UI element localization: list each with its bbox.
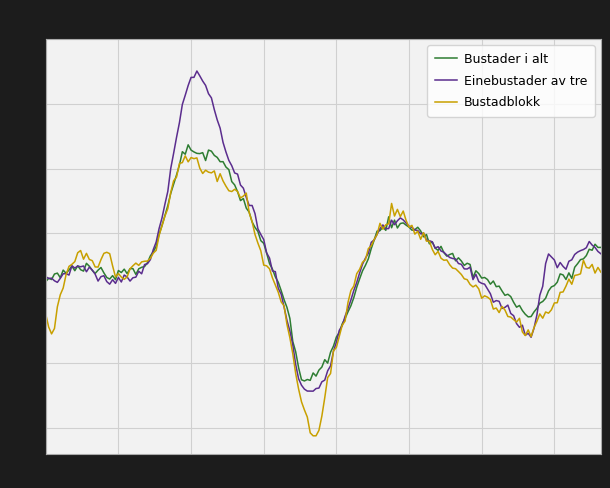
Bustadblokk bbox=[396, 214, 404, 220]
Bustadblokk bbox=[274, 289, 282, 295]
Bustadblokk bbox=[109, 263, 117, 269]
Bustadblokk bbox=[42, 311, 49, 317]
Legend: Bustader i alt, Einebustader av tre, Bustadblokk: Bustader i alt, Einebustader av tre, Bus… bbox=[428, 45, 595, 117]
Bustader i alt bbox=[597, 244, 605, 250]
Einebustader av tre bbox=[309, 388, 317, 394]
Bustader i alt bbox=[184, 142, 192, 148]
Line: Bustader i alt: Bustader i alt bbox=[46, 145, 601, 381]
Einebustader av tre bbox=[42, 274, 49, 280]
Line: Einebustader av tre: Einebustader av tre bbox=[46, 71, 601, 391]
Einebustader av tre bbox=[109, 277, 117, 283]
Line: Bustadblokk: Bustadblokk bbox=[46, 156, 601, 436]
Einebustader av tre bbox=[597, 251, 605, 257]
Bustader i alt bbox=[274, 279, 282, 285]
Einebustader av tre bbox=[193, 68, 201, 74]
Bustader i alt bbox=[327, 349, 334, 355]
Einebustader av tre bbox=[327, 363, 334, 369]
Einebustader av tre bbox=[365, 250, 372, 256]
Bustader i alt bbox=[109, 273, 117, 279]
Einebustader av tre bbox=[269, 268, 276, 274]
Bustadblokk bbox=[327, 370, 334, 376]
Bustader i alt bbox=[301, 378, 308, 384]
Bustader i alt bbox=[365, 256, 372, 262]
Bustadblokk bbox=[309, 433, 317, 439]
Bustader i alt bbox=[269, 266, 276, 272]
Bustadblokk bbox=[365, 246, 372, 252]
Einebustader av tre bbox=[274, 285, 282, 291]
Bustader i alt bbox=[396, 221, 404, 226]
Bustader i alt bbox=[42, 279, 49, 285]
Bustadblokk bbox=[269, 275, 276, 281]
Einebustader av tre bbox=[396, 215, 404, 221]
Bustadblokk bbox=[182, 153, 189, 159]
Bustadblokk bbox=[597, 269, 605, 275]
